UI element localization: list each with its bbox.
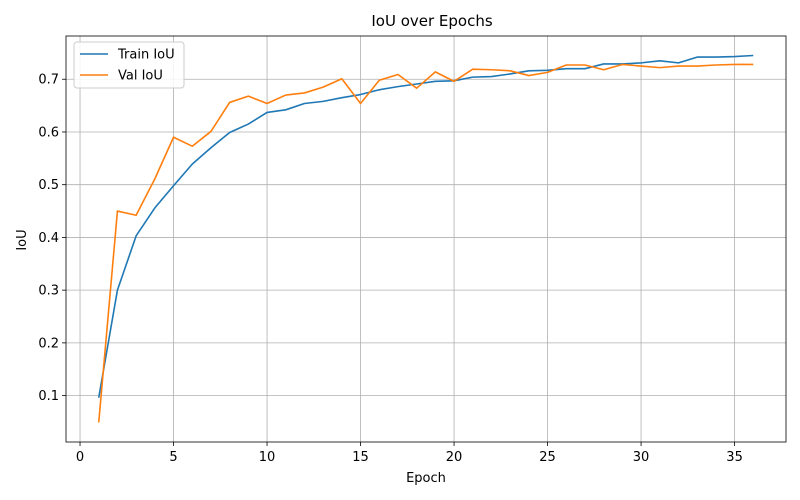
y-tick-label: 0.4 (38, 231, 59, 246)
series-lines (97, 54, 754, 423)
x-tick-label: 0 (76, 450, 84, 465)
x-tick-label: 35 (726, 450, 743, 465)
legend: Train IoU Val IoU (73, 41, 185, 89)
axes (62, 35, 787, 446)
x-tick-label: 5 (169, 450, 177, 465)
y-tick-label: 0.2 (38, 336, 59, 351)
y-tick-label: 0.1 (38, 389, 59, 404)
x-tick-label: 10 (259, 450, 276, 465)
y-tick-label: 0.6 (38, 125, 59, 140)
plot-frame (65, 35, 787, 443)
x-axis-label: Epoch (406, 471, 446, 486)
legend-label: Val IoU (118, 69, 163, 84)
legend-label: Train IoU (117, 48, 175, 63)
x-tick-label: 25 (539, 450, 556, 465)
x-tick-label: 30 (633, 450, 650, 465)
x-tick-label: 20 (446, 450, 463, 465)
grid-lines (66, 36, 786, 442)
tick-labels: 0 5 10 15 20 25 30 35 0.1 0.2 0.3 0.4 0.5 0.6 0.7 (38, 73, 743, 465)
y-axis-label: IoU (15, 229, 30, 250)
y-tick-label: 0.7 (38, 73, 59, 88)
x-tick-label: 15 (352, 450, 369, 465)
series-line (97, 54, 754, 398)
chart-title: IoU over Epochs (371, 12, 492, 30)
series-line (97, 63, 754, 423)
y-tick-label: 0.5 (38, 178, 59, 193)
y-tick-label: 0.3 (38, 284, 59, 299)
